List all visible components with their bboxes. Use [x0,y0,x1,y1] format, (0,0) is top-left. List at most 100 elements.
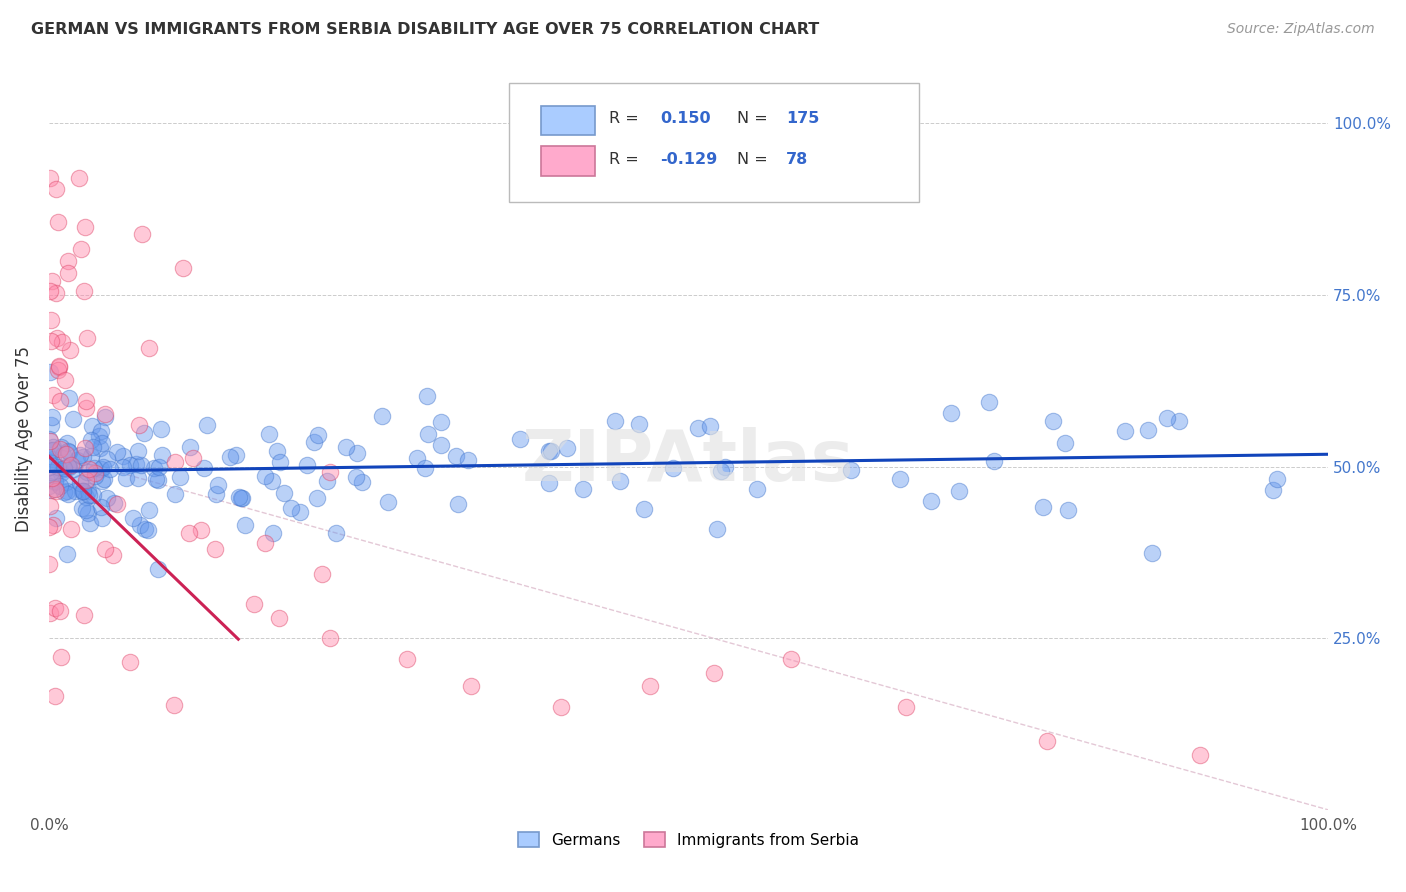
Point [44,482,66,496]
Point [129,458,152,473]
Point [131,227,153,241]
Point [73,441,96,455]
Point [948,483,970,498]
Point [111,449,134,463]
Point [350,475,373,490]
Point [125,458,148,472]
Point [706,522,728,536]
Point [396,652,419,666]
Y-axis label: Disability Age Over 75: Disability Age Over 75 [15,346,32,533]
Point [94,409,117,424]
Point [44,474,66,488]
Point [90,462,112,476]
Point [128,417,150,432]
Point [1035,734,1057,748]
Point [1114,424,1136,438]
Point [1261,483,1284,498]
Point [633,501,655,516]
Point [90,425,112,439]
Point [62,412,84,426]
Point [55,447,77,461]
Point [207,478,229,492]
Text: 78: 78 [786,153,808,167]
Point [146,473,169,487]
Point [325,526,347,541]
Point [90,500,112,515]
Point [280,501,302,516]
Point [429,437,451,451]
Point [58,445,80,459]
Point [304,434,326,449]
Point [75,473,97,487]
Point [45,484,67,499]
Point [460,679,482,693]
Point [273,486,295,500]
Point [169,470,191,484]
Point [75,503,97,517]
Point [127,443,149,458]
Point [63,462,86,476]
Point [457,453,479,467]
Point [70,242,93,256]
Point [73,285,96,299]
Point [72,483,94,498]
Point [703,665,725,680]
Point [118,458,141,472]
Point [257,427,280,442]
Point [745,482,768,496]
Point [56,547,79,561]
Point [72,484,94,499]
Point [42,440,65,454]
Point [41,312,63,326]
Point [42,388,65,402]
Point [149,422,172,436]
Point [138,503,160,517]
Point [195,418,218,433]
Point [103,496,125,510]
Point [699,419,721,434]
Text: N =: N = [737,112,773,127]
Point [45,510,67,524]
Point [550,699,572,714]
Point [44,689,66,703]
Point [710,464,733,478]
Point [138,342,160,356]
Point [38,500,60,514]
Point [38,606,60,620]
Point [179,441,201,455]
Point [983,454,1005,468]
Point [228,490,250,504]
Point [46,363,69,377]
Point [69,448,91,462]
Point [52,461,75,475]
Point [79,462,101,476]
Point [430,415,453,429]
Point [225,448,247,462]
Point [233,518,256,533]
Point [105,497,128,511]
Point [44,475,66,490]
Point [89,442,111,456]
Point [83,468,105,483]
FancyBboxPatch shape [541,105,595,136]
Point [132,425,155,440]
Point [75,401,97,416]
Point [67,171,90,186]
Point [661,460,683,475]
Point [714,460,737,475]
Point [94,541,117,556]
Point [603,414,626,428]
Point [1265,472,1288,486]
Point [41,274,63,288]
Point [242,597,264,611]
Point [49,478,72,492]
Point [266,444,288,458]
Point [69,475,91,490]
Point [1189,747,1212,762]
Point [75,475,97,489]
Point [839,463,862,477]
Text: Source: ZipAtlas.com: Source: ZipAtlas.com [1227,22,1375,37]
Point [112,459,135,474]
Point [58,266,80,280]
Point [49,393,72,408]
